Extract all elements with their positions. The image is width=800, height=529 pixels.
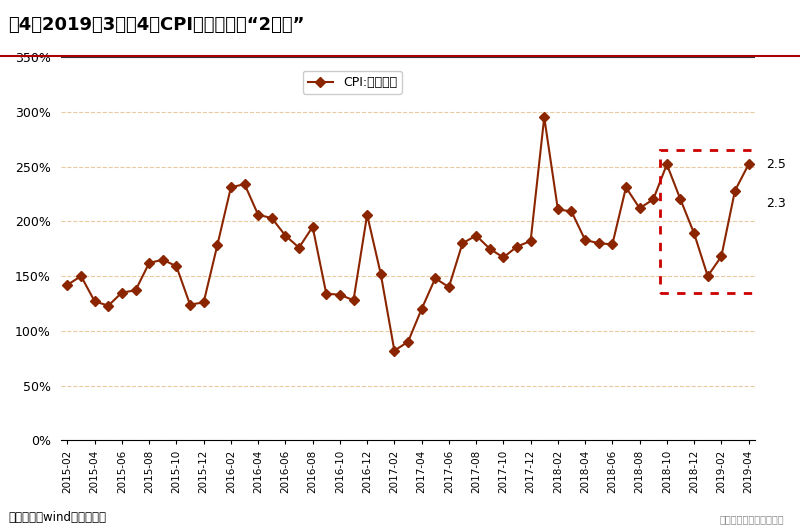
Text: 雪球：智投优股私募之家: 雪球：智投优股私募之家 (719, 514, 784, 524)
Text: 2.5: 2.5 (766, 158, 786, 171)
Legend: CPI:当月同比: CPI:当月同比 (303, 71, 402, 94)
Text: 图4：2019年3月、4月CPI稳步回升至“2时代”: 图4：2019年3月、4月CPI稳步回升至“2时代” (8, 16, 305, 34)
Text: 2.3: 2.3 (766, 197, 786, 211)
Text: 资料来源：wind，招商证券: 资料来源：wind，招商证券 (8, 510, 106, 524)
